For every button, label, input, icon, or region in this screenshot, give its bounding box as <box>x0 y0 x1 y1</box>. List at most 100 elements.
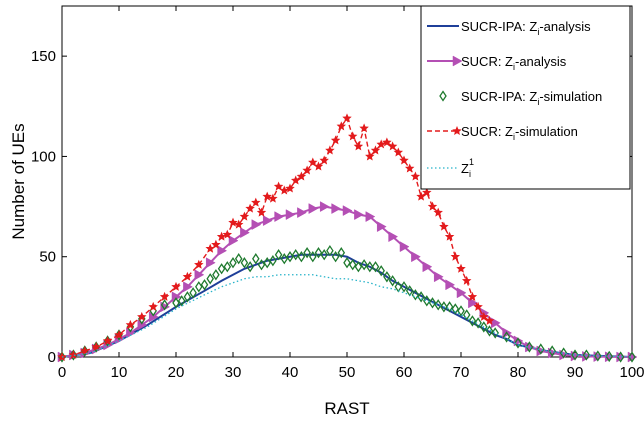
legend-label-tail: -analysis <box>539 19 591 34</box>
data-point <box>280 253 289 265</box>
data-point <box>537 343 545 355</box>
x-tick-label: 70 <box>453 364 470 381</box>
y-tick-label: 0 <box>48 349 56 366</box>
data-point <box>479 311 489 321</box>
legend-label-main: Z <box>461 161 469 176</box>
data-point <box>125 319 136 329</box>
data-point <box>473 301 483 311</box>
data-point <box>404 163 415 173</box>
data-point <box>274 249 283 261</box>
x-tick-label: 20 <box>168 364 185 381</box>
data-point <box>388 275 397 287</box>
data-point <box>462 309 471 321</box>
series-4 <box>61 274 633 358</box>
data-point <box>182 271 193 281</box>
data-point <box>480 321 488 333</box>
data-point <box>269 255 277 267</box>
data-point <box>456 287 467 299</box>
data-point <box>411 289 420 301</box>
legend-label-superscript: 1 <box>469 157 474 167</box>
data-point <box>240 227 250 239</box>
data-point <box>228 217 238 227</box>
data-point <box>216 231 227 241</box>
legend-label: SUCR-IPA: Zi-simulation <box>461 89 602 107</box>
series-line <box>61 274 633 358</box>
series-1 <box>57 201 638 363</box>
data-point <box>309 251 317 263</box>
data-point <box>194 259 204 269</box>
data-point <box>377 265 385 277</box>
data-point <box>325 145 335 155</box>
data-point <box>342 113 352 123</box>
data-point <box>229 257 237 269</box>
data-point <box>468 315 477 327</box>
data-point <box>274 211 285 223</box>
legend-label-main: SUCR-IPA: Z <box>461 89 537 104</box>
data-point <box>183 281 193 293</box>
data-point <box>439 221 449 231</box>
y-axis-ticks: 0 50 100 150 <box>31 48 632 366</box>
data-point <box>353 141 364 151</box>
data-point <box>211 239 221 249</box>
data-point <box>252 253 260 265</box>
data-point <box>422 187 432 197</box>
data-point <box>616 351 625 363</box>
legend-entry: Z1 i <box>427 157 474 179</box>
legend-marker-swatch <box>452 55 463 67</box>
data-point <box>457 305 465 317</box>
data-point <box>445 301 454 313</box>
data-point <box>548 345 556 357</box>
series-0 <box>61 253 633 358</box>
data-point <box>291 249 300 261</box>
data-point <box>428 297 437 309</box>
data-point <box>68 350 79 360</box>
legend-label-main: SUCR: Z <box>461 54 513 69</box>
y-axis-label: Number of UEs <box>9 123 28 239</box>
data-point <box>440 301 448 313</box>
data-point <box>456 263 466 273</box>
data-point <box>383 271 391 283</box>
data-point <box>444 231 455 241</box>
data-point <box>382 137 392 147</box>
legend-label-tail: -simulation <box>539 89 602 104</box>
data-point <box>302 165 312 175</box>
data-point <box>217 263 226 275</box>
legend-entry: SUCR-IPA: Zi-simulation <box>439 89 602 107</box>
y-tick-label: 50 <box>39 249 56 266</box>
data-point <box>172 297 180 309</box>
data-point <box>371 261 380 273</box>
data-point <box>514 337 522 349</box>
data-point <box>183 291 192 303</box>
data-point <box>257 259 266 271</box>
legend-box <box>420 5 631 190</box>
data-point <box>445 279 456 291</box>
legend-label: SUCR-IPA: Zi-analysis <box>461 19 591 37</box>
data-point <box>320 249 328 261</box>
data-point <box>582 349 591 361</box>
x-tick-label: 0 <box>58 364 66 381</box>
data-point <box>370 145 381 155</box>
series-3 <box>57 113 495 362</box>
data-point <box>319 201 330 212</box>
x-tick-label: 40 <box>282 364 299 381</box>
data-point <box>571 349 579 361</box>
data-point <box>296 171 307 181</box>
data-point <box>330 135 341 145</box>
legend-label-tail: -simulation <box>515 124 578 139</box>
data-point <box>376 139 386 149</box>
data-point <box>451 303 460 315</box>
data-point <box>365 211 376 223</box>
data-point <box>239 211 250 221</box>
data-point <box>433 271 444 283</box>
data-point <box>354 261 363 273</box>
data-point <box>336 121 347 131</box>
data-point <box>433 207 443 217</box>
data-point <box>160 299 169 311</box>
series-line <box>61 205 632 358</box>
data-point <box>256 207 267 217</box>
data-point <box>194 269 205 281</box>
data-point <box>376 221 387 233</box>
data-point <box>359 123 369 133</box>
